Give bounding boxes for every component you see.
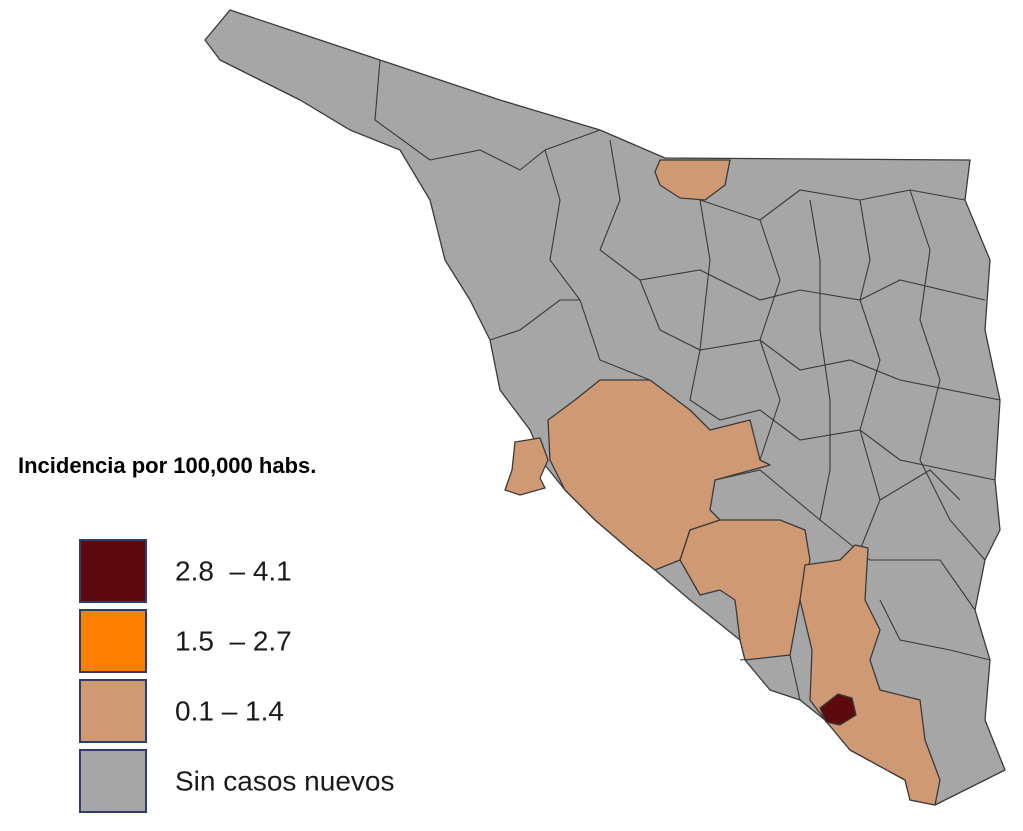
- map: [204, 9, 1006, 806]
- municipal-borders: [374, 59, 1001, 701]
- legend-title: Incidencia por 100,000 habs.: [18, 453, 316, 478]
- region-island: [504, 437, 549, 496]
- legend-label: 2.8 – 4.1: [175, 555, 292, 586]
- legend-label: 1.5 – 2.7: [175, 625, 292, 656]
- region-central: [547, 379, 771, 571]
- legend-swatch: [79, 539, 147, 603]
- legend-label: 0.1 – 1.4: [175, 695, 284, 726]
- legend-swatch: [79, 609, 147, 673]
- legend: 2.8 – 4.1 1.5 – 2.7 0.1 – 1.4 Sin casos nue…: [79, 539, 394, 813]
- region-south-central: [799, 544, 941, 806]
- region-high: [819, 693, 857, 726]
- legend-swatch: [79, 679, 147, 743]
- legend-label: Sin casos nuevos: [175, 765, 394, 796]
- legend-swatch: [79, 749, 147, 813]
- region-north: [654, 159, 731, 201]
- region-south-west: [679, 519, 811, 661]
